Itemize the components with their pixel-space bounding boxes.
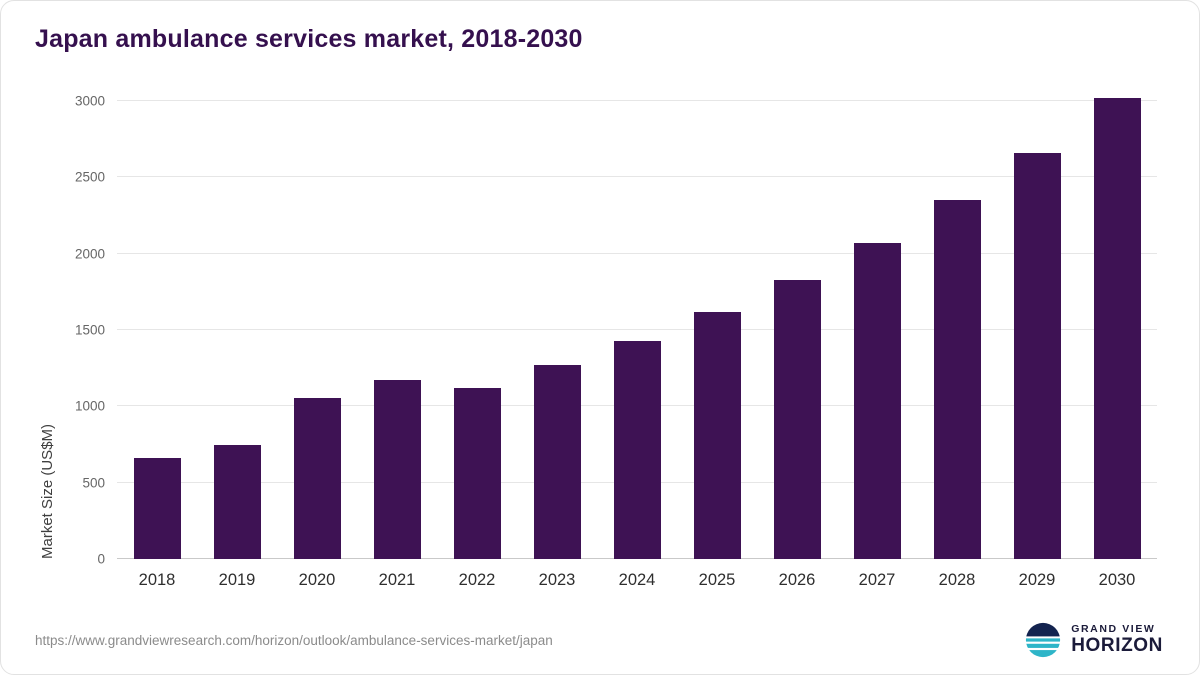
gridline (117, 176, 1157, 178)
x-tick-label: 2026 (778, 571, 816, 589)
x-tick-label: 2024 (618, 571, 656, 589)
bar-2024 (613, 340, 661, 559)
bar-slot (277, 101, 357, 559)
x-tick-label: 2020 (298, 571, 336, 589)
bar-2029 (1013, 152, 1061, 559)
chart-title: Japan ambulance services market, 2018-20… (35, 25, 583, 53)
y-tick-label: 2000 (74, 246, 105, 262)
bar-slot (917, 101, 997, 559)
x-tick-label: 2030 (1098, 571, 1136, 589)
x-tick-label: 2027 (858, 571, 896, 589)
grand-view-horizon-logo: GRAND VIEW HORIZON (1025, 622, 1163, 658)
bar-2027 (853, 242, 901, 559)
logo-text-horizon: HORIZON (1071, 635, 1163, 657)
y-tick-label: 1500 (74, 322, 105, 338)
gridline (117, 329, 1157, 330)
bar-slot (357, 101, 437, 559)
logo-text-grand-view: GRAND VIEW (1071, 623, 1156, 636)
y-tick-label: 2500 (74, 169, 105, 185)
bar-2019 (213, 445, 261, 559)
y-tick-label: 500 (82, 475, 105, 491)
y-tick-label: 1000 (74, 398, 105, 414)
horizon-logo-icon (1026, 622, 1061, 658)
bar-slot (837, 101, 917, 559)
gridline (117, 252, 1157, 254)
bar-slot (517, 101, 597, 559)
x-tick-label: 2029 (1018, 571, 1056, 589)
bar-slot (197, 101, 277, 559)
x-tick-label: 2025 (698, 571, 736, 589)
bar-slot (677, 101, 757, 559)
source-url: https://www.grandviewresearch.com/horizo… (35, 632, 553, 648)
footer: https://www.grandviewresearch.com/horizo… (35, 622, 1163, 658)
bar-slot (1077, 97, 1157, 559)
x-tick-label: 2028 (938, 571, 976, 589)
bar-2018 (133, 458, 181, 559)
bar-2022 (453, 388, 501, 559)
bar-slot (117, 101, 197, 559)
x-tick-label: 2019 (218, 571, 256, 589)
bar-2025 (693, 312, 741, 559)
bar-chart: Market Size (US$M) 0 500 1000 1500 2000 2500 3… (37, 94, 1157, 589)
bar-slot (597, 101, 677, 559)
bar-2030 (1093, 97, 1141, 559)
x-axis-labels: 2018 2019 2020 2021 2022 2023 2024 2025 2026 2027… (117, 571, 1157, 590)
bar-2021 (373, 379, 421, 559)
logo-text: GRAND VIEW HORIZON (1071, 623, 1163, 657)
x-tick-label: 2018 (138, 571, 176, 589)
bar-2020 (293, 397, 341, 559)
y-tick-label: 3000 (74, 93, 105, 109)
bar-slot (757, 101, 837, 559)
bar-slot (997, 101, 1077, 559)
gridline (117, 100, 1157, 101)
plot-area: 0 500 1000 1500 2000 2500 3000 (75, 94, 1157, 567)
y-tick-label: 0 (97, 551, 105, 567)
x-tick-label: 2023 (538, 571, 576, 589)
bars-container (117, 97, 1157, 559)
bar-2023 (533, 365, 581, 559)
bar-2028 (933, 200, 981, 559)
bar-2026 (773, 280, 821, 559)
y-axis-title: Market Size (US$M) (39, 423, 56, 559)
x-tick-label: 2021 (378, 571, 416, 589)
bar-slot (437, 101, 517, 559)
x-tick-label: 2022 (458, 571, 496, 589)
